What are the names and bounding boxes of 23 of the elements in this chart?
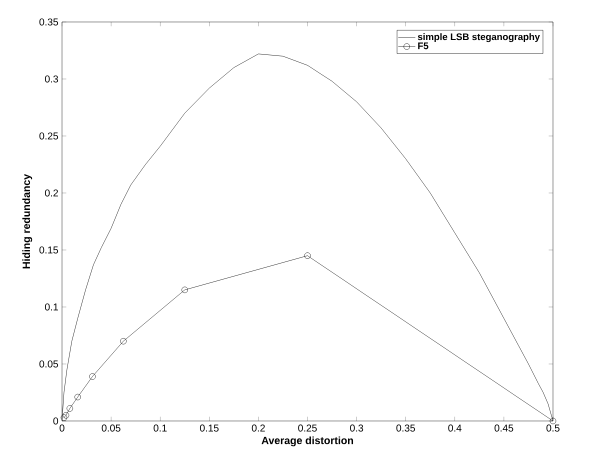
x-tick-label: 0 [60,424,64,432]
y-tick-label: 0.1 [44,303,58,311]
x-tick-label: 0.3 [350,424,364,432]
x-tick-label: 0.35 [396,424,416,432]
y-tick-label: 0.15 [39,246,58,254]
x-tick-label: 0.25 [298,424,317,432]
y-tick-label: 0.05 [39,360,58,368]
y-tick-label: 0 [53,417,58,425]
x-tick-label: 0.2 [252,424,265,432]
y-tick-label: 0.2 [44,189,58,197]
x-tick-label: 0.15 [200,424,219,432]
legend-label: simple LSB steganography [418,33,540,42]
legend-label: F5 [418,42,428,50]
y-tick-label: 0.35 [39,18,58,26]
y-tick-label: 0.25 [39,132,58,140]
x-axis-title: Average distortion [262,436,354,446]
x-tick-label: 0.4 [448,424,462,432]
x-tick-label: 0.45 [494,424,514,432]
x-tick-label: 0.1 [154,424,167,432]
x-tick-label: 0.5 [546,424,560,432]
y-axis-title: Hiding redundancy [22,174,32,268]
x-tick-label: 0.05 [102,424,120,432]
y-tick-label: 0.3 [44,75,58,83]
